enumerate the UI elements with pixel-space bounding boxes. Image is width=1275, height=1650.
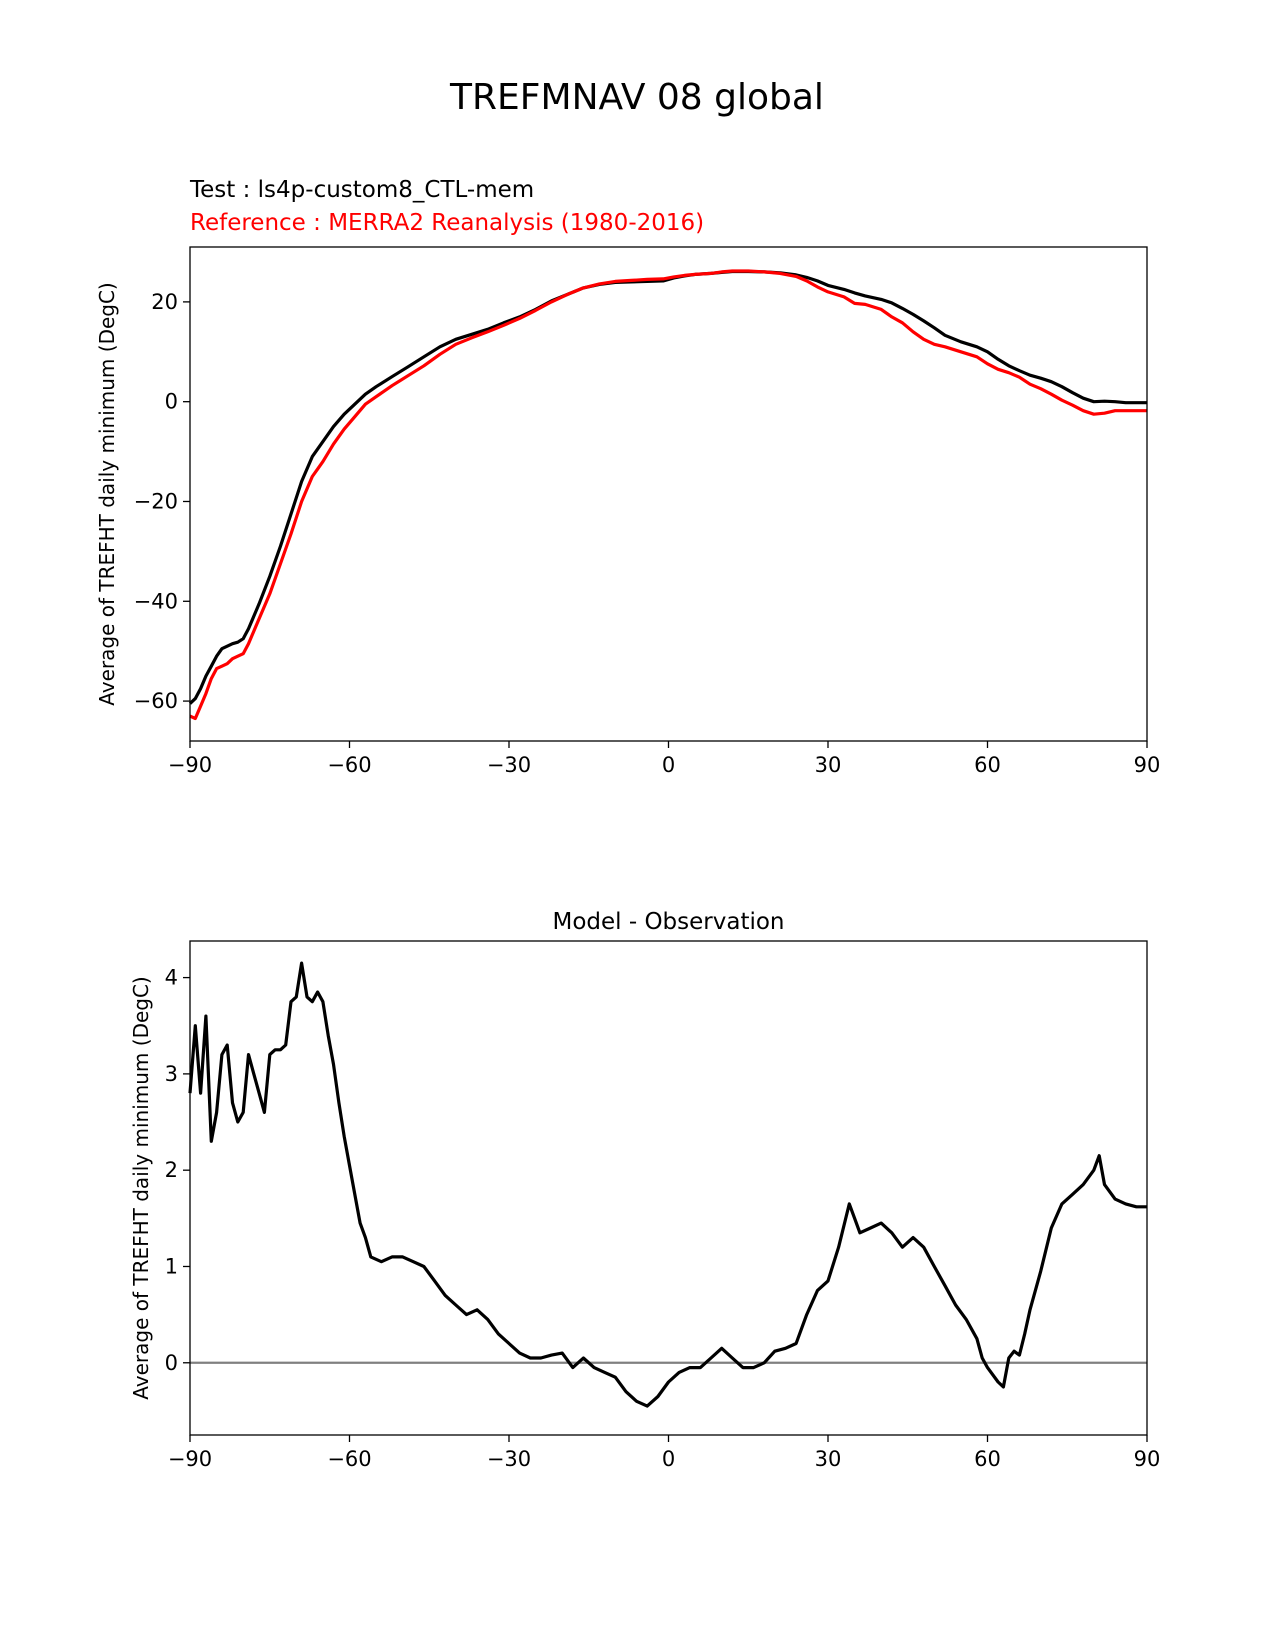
figure-title: TREFMNAV 08 global	[449, 77, 824, 118]
chart-title: Model - Observation	[552, 909, 784, 935]
x-tick-label: −60	[327, 1447, 371, 1471]
y-tick-label: −40	[134, 589, 178, 613]
plot-frame	[189, 940, 1148, 1436]
y-tick-label: 0	[165, 390, 178, 414]
x-tick-label: −30	[487, 753, 531, 777]
x-tick-label: 30	[815, 1447, 842, 1471]
y-tick-label: 2	[165, 1158, 178, 1182]
y-tick-label: 0	[165, 1351, 178, 1375]
x-tick-label: 60	[974, 753, 1001, 777]
x-tick-label: 0	[662, 1447, 675, 1471]
y-axis-label: Average of TREFHT daily minimum (DegC)	[129, 976, 153, 1400]
y-axis-label: Average of TREFHT daily minimum (DegC)	[95, 282, 119, 706]
x-tick-label: 90	[1134, 753, 1161, 777]
x-tick-label: −30	[487, 1447, 531, 1471]
bottom-chart: Model - Observation −90 −60 −30 0 30 60 90 0 1 2 3 4…	[129, 909, 1160, 1471]
top-chart: −90 −60 −30 0 30 60 90 −60 −40 −20 0 20 Average of T…	[95, 246, 1161, 777]
x-tick-label: 30	[815, 753, 842, 777]
y-tick-label: 3	[165, 1062, 178, 1086]
series-line-test	[188, 961, 1147, 1408]
x-tick-label: 90	[1134, 1447, 1161, 1471]
series-line-test	[188, 269, 1147, 705]
test-label: Test : ls4p-custom8_CTL-mem	[189, 177, 534, 203]
y-tick-label: 20	[151, 290, 178, 314]
x-tick-label: 0	[662, 753, 675, 777]
reference-label: Reference : MERRA2 Reanalysis (1980-2016…	[190, 210, 704, 236]
x-tick-label: −90	[168, 753, 212, 777]
x-tick-label: 60	[974, 1447, 1001, 1471]
plot-frame	[189, 246, 1148, 742]
y-tick-label: 4	[165, 966, 178, 990]
y-tick-label: 1	[165, 1254, 178, 1278]
x-tick-label: −60	[327, 753, 371, 777]
y-tick-label: −60	[134, 689, 178, 713]
series-line-reference	[189, 269, 1147, 721]
y-tick-label: −20	[134, 489, 178, 513]
x-tick-label: −90	[168, 1447, 212, 1471]
